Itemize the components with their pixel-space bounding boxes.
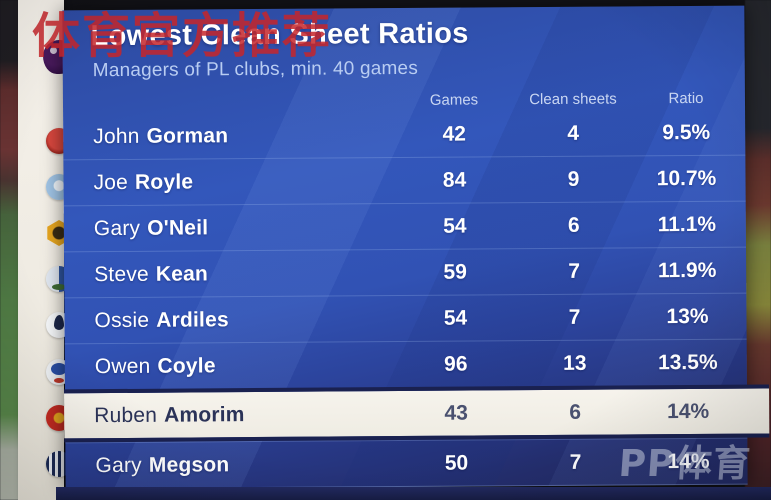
clean-sheets-value: 4 (567, 121, 580, 145)
clean-sheets-value: 13 (563, 351, 587, 375)
manager-name: Ruben Amorim (94, 402, 397, 428)
manager-first-name: Ossie (94, 308, 150, 332)
games-value: 43 (444, 401, 468, 425)
ratio-value: 13.5% (657, 350, 718, 374)
panel-bottom-edge (56, 487, 771, 500)
clean-sheets-value: 7 (568, 259, 581, 283)
manager-last-name: O'Neil (147, 215, 209, 240)
table-row-ossie-ardiles: Ossie Ardiles 54 7 13% (64, 292, 747, 344)
manager-last-name: Coyle (157, 353, 216, 378)
page-title: Lowest Clean Sheet Ratios (90, 17, 469, 53)
table-row-steve-kean: Steve Kean 59 7 11.9% (64, 246, 747, 298)
games-value: 42 (442, 122, 466, 146)
manager-last-name: Megson (148, 452, 230, 477)
manager-first-name: Joe (93, 170, 129, 194)
ratio-value: 14% (667, 449, 710, 473)
ratio-value: 9.5% (662, 120, 711, 144)
games-value: 84 (442, 168, 467, 192)
table-row-gary-megson: Gary Megson 50 7 14% (65, 437, 748, 490)
games-value: 54 (443, 214, 467, 238)
manager-first-name: Steve (94, 262, 149, 286)
manager-name: Steve Kean (94, 261, 396, 287)
ratio-value: 14% (667, 399, 710, 423)
games-value: 50 (444, 451, 469, 475)
manager-column-spacer (93, 100, 395, 102)
manager-last-name: Kean (155, 261, 209, 286)
manager-last-name: Gorman (146, 123, 229, 148)
manager-first-name: John (93, 124, 140, 148)
games-value: 96 (444, 352, 468, 376)
manager-name: Joe Royle (93, 169, 395, 195)
manager-name: Gary O'Neil (94, 215, 396, 241)
manager-first-name: Ruben (94, 403, 158, 427)
page-subtitle: Managers of PL clubs, min. 40 games (92, 57, 419, 82)
clean-sheets-value: 6 (567, 213, 580, 237)
games-value: 54 (443, 306, 468, 330)
games-value: 59 (443, 260, 467, 284)
manager-first-name: Gary (95, 453, 142, 477)
ratio-value: 13% (666, 304, 709, 328)
manager-last-name: Royle (134, 169, 194, 194)
manager-name: Gary Megson (95, 452, 397, 478)
manager-first-name: Gary (93, 216, 141, 240)
stats-panel: Lowest Clean Sheet Ratios Managers of PL… (62, 5, 770, 490)
manager-name: Ossie Ardiles (94, 307, 396, 333)
club-badge-strip (18, 0, 75, 500)
ratio-value: 11.9% (657, 258, 717, 282)
stadium-background-left (0, 0, 20, 500)
manager-last-name: Ardiles (156, 307, 229, 332)
table-row-joe-royle: Joe Royle 84 9 10.7% (63, 154, 746, 206)
ratio-value: 10.7% (656, 166, 717, 190)
table-row-owen-coyle: Owen Coyle 96 13 13.5% (64, 338, 747, 390)
clean-sheets-value: 6 (569, 400, 582, 424)
table-row-john-gorman: John Gorman 42 4 9.5% (63, 110, 745, 160)
table-row-ruben-amorim-highlighted: Ruben Amorim 43 6 14% (63, 384, 770, 443)
manager-name: John Gorman (93, 123, 395, 149)
manager-last-name: Amorim (163, 402, 245, 427)
clean-sheets-value: 9 (567, 167, 580, 191)
table-row-gary-oneil: Gary O'Neil 54 6 11.1% (63, 200, 747, 252)
stats-table: John Gorman 42 4 9.5% Joe Royle 84 9 10.7%… (63, 110, 770, 490)
ratio-value: 11.1% (657, 212, 717, 236)
ratio-column-header: Ratio (668, 89, 704, 107)
manager-name: Owen Coyle (95, 353, 397, 379)
manager-first-name: Owen (94, 354, 151, 378)
clean-sheets-column-header: Clean sheets (529, 90, 617, 108)
clean-sheets-value: 7 (568, 305, 581, 329)
clean-sheets-value: 7 (569, 450, 582, 474)
games-column-header: Games (429, 90, 479, 109)
